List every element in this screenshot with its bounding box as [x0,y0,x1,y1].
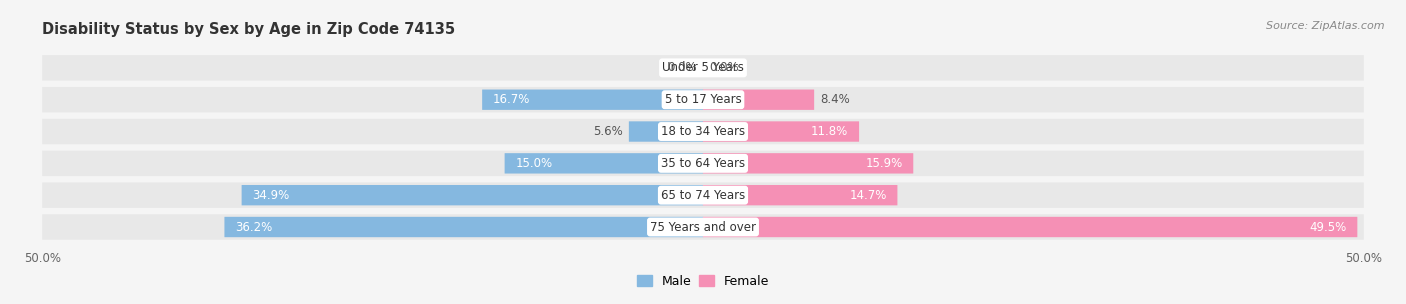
Text: 35 to 64 Years: 35 to 64 Years [661,157,745,170]
Text: 0.0%: 0.0% [710,61,740,74]
FancyBboxPatch shape [42,214,1364,240]
Text: 75 Years and over: 75 Years and over [650,220,756,233]
FancyBboxPatch shape [703,217,1357,237]
Text: 18 to 34 Years: 18 to 34 Years [661,125,745,138]
Legend: Male, Female: Male, Female [637,275,769,288]
Text: 34.9%: 34.9% [252,189,290,202]
FancyBboxPatch shape [628,121,703,142]
Text: 5 to 17 Years: 5 to 17 Years [665,93,741,106]
Text: 16.7%: 16.7% [494,93,530,106]
Text: 14.7%: 14.7% [849,189,887,202]
FancyBboxPatch shape [225,217,703,237]
FancyBboxPatch shape [42,182,1364,208]
FancyBboxPatch shape [42,87,1364,112]
Text: 49.5%: 49.5% [1309,220,1347,233]
Text: 15.9%: 15.9% [865,157,903,170]
FancyBboxPatch shape [703,153,914,174]
FancyBboxPatch shape [703,89,814,110]
FancyBboxPatch shape [482,89,703,110]
Text: 5.6%: 5.6% [593,125,623,138]
Text: 8.4%: 8.4% [821,93,851,106]
Text: Disability Status by Sex by Age in Zip Code 74135: Disability Status by Sex by Age in Zip C… [42,22,456,37]
FancyBboxPatch shape [505,153,703,174]
Text: 15.0%: 15.0% [516,157,553,170]
FancyBboxPatch shape [242,185,703,206]
Text: 36.2%: 36.2% [235,220,273,233]
Text: 0.0%: 0.0% [666,61,696,74]
FancyBboxPatch shape [42,119,1364,144]
Text: Source: ZipAtlas.com: Source: ZipAtlas.com [1267,21,1385,31]
Text: Under 5 Years: Under 5 Years [662,61,744,74]
FancyBboxPatch shape [703,121,859,142]
FancyBboxPatch shape [703,185,897,206]
FancyBboxPatch shape [42,150,1364,176]
FancyBboxPatch shape [42,55,1364,81]
Text: 11.8%: 11.8% [811,125,848,138]
Text: 65 to 74 Years: 65 to 74 Years [661,189,745,202]
